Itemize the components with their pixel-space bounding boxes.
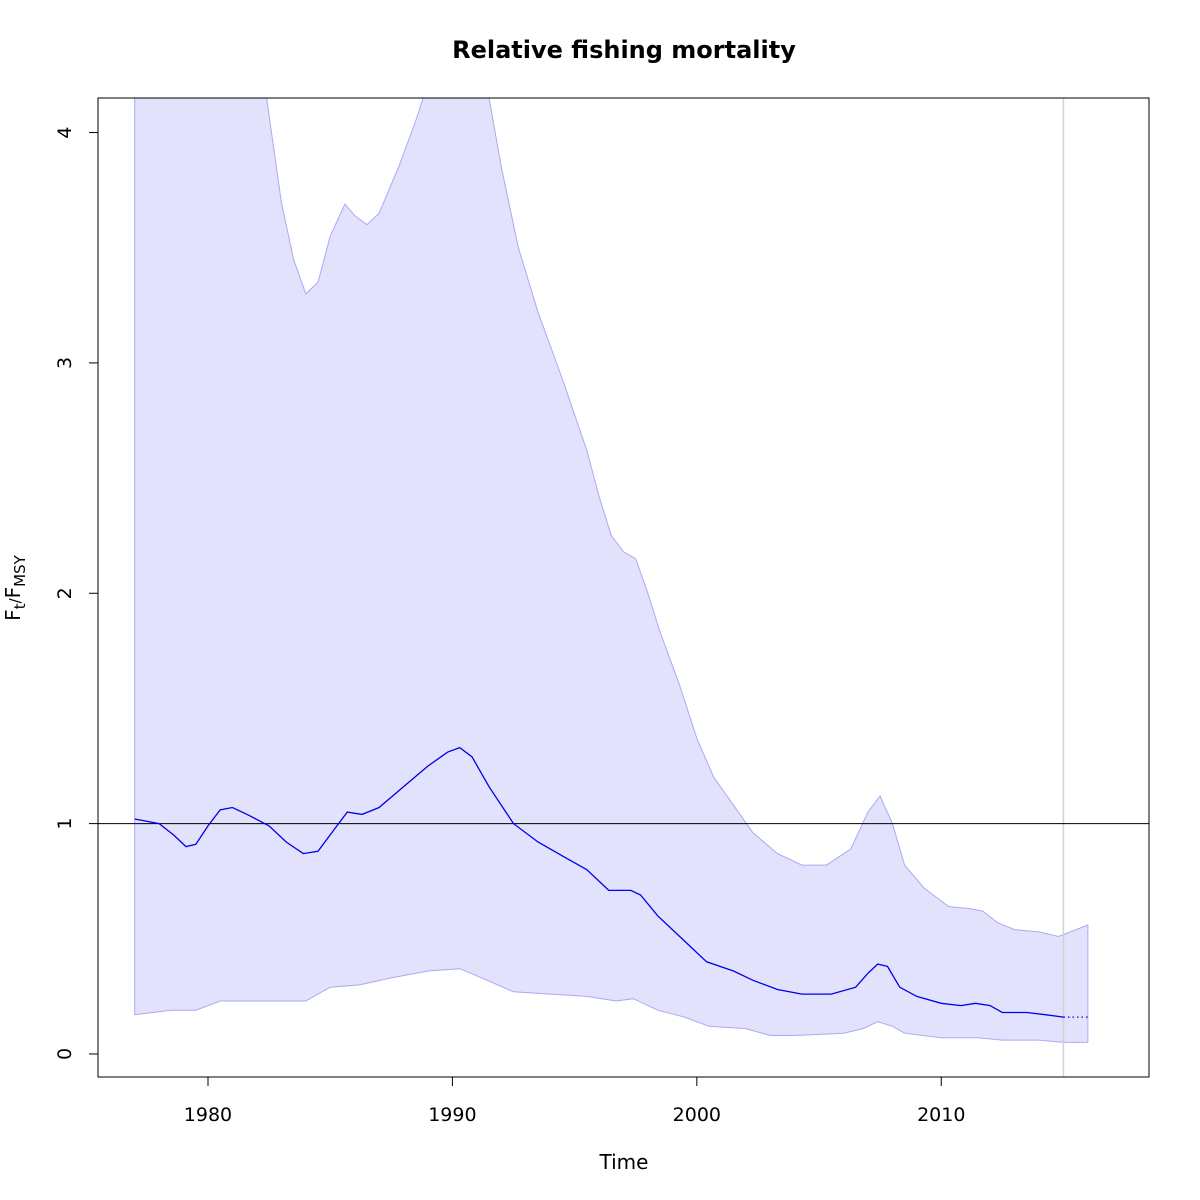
y-tick-label: 4 — [54, 127, 76, 139]
y-label-f2: F — [1, 587, 25, 599]
y-label-f: F — [1, 609, 25, 621]
estimate-line — [134, 746, 1064, 1018]
plot-clipped-group — [98, 98, 1149, 1077]
y-tick-label: 0 — [54, 1048, 76, 1060]
lower-bound-line — [134, 968, 1088, 1043]
x-tick-label: 2000 — [673, 1104, 721, 1126]
x-tick-label: 1990 — [428, 1104, 476, 1126]
plot-frame — [97, 97, 1150, 1078]
x-tick-label: 1980 — [184, 1104, 232, 1126]
y-tick-label: 3 — [54, 357, 76, 369]
y-tick-label: 2 — [54, 587, 76, 599]
x-tick-label: 2010 — [917, 1104, 965, 1126]
upper-bound-line — [134, 98, 1089, 938]
confidence-band — [134, 98, 1088, 1043]
y-label-sub-msy: MSY — [11, 554, 29, 586]
plot-area: 1980 1990 2000 2010 0 1 2 3 4 — [54, 97, 1150, 1126]
y-label-sub-t: t — [11, 603, 29, 609]
chart-title: Relative fishing mortality — [452, 36, 796, 64]
y-tick-label: 1 — [54, 818, 76, 830]
y-axis-label: Ft/FMSY — [1, 554, 29, 620]
y-label-slash: / — [6, 597, 24, 603]
x-axis-label: Time — [599, 1150, 649, 1174]
